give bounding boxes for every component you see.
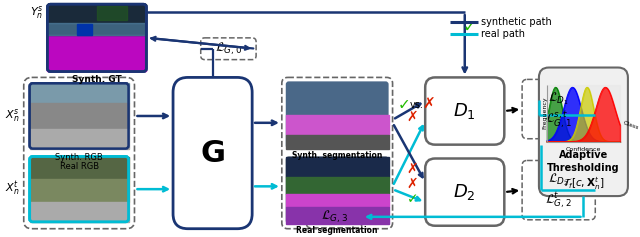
FancyBboxPatch shape (425, 159, 504, 226)
Text: synthetic path: synthetic path (481, 17, 551, 27)
Bar (286, 135, 388, 149)
Bar (47, 4, 147, 35)
Text: Frequency: Frequency (542, 96, 547, 129)
FancyBboxPatch shape (522, 79, 595, 139)
Text: $Y_n^s$: $Y_n^s$ (30, 4, 44, 21)
FancyBboxPatch shape (24, 77, 134, 229)
FancyBboxPatch shape (29, 83, 129, 149)
Bar (47, 35, 147, 72)
Bar (286, 193, 388, 207)
Text: Synth. GT: Synth. GT (72, 75, 122, 84)
FancyBboxPatch shape (201, 38, 256, 60)
Text: ✓: ✓ (398, 97, 411, 112)
Text: ✗: ✗ (406, 110, 418, 124)
Text: Real segmentation: Real segmentation (296, 226, 378, 235)
Text: Class: Class (622, 120, 639, 131)
Text: G: G (200, 139, 225, 168)
Text: vs.: vs. (410, 100, 423, 110)
Text: Synth. RGB: Synth. RGB (55, 153, 103, 162)
Text: Real RGB: Real RGB (60, 162, 99, 171)
FancyBboxPatch shape (29, 156, 129, 222)
Text: real path: real path (481, 29, 525, 39)
FancyBboxPatch shape (286, 156, 388, 224)
Bar (29, 103, 129, 129)
Bar (97, 6, 127, 20)
Bar (29, 156, 129, 179)
Text: $\mathcal{L}_{G,3}$: $\mathcal{L}_{G,3}$ (321, 209, 348, 225)
Bar (286, 156, 388, 177)
Bar (286, 207, 388, 224)
FancyBboxPatch shape (47, 4, 147, 72)
Text: ✗: ✗ (406, 176, 418, 190)
Bar (29, 83, 129, 103)
FancyBboxPatch shape (286, 81, 388, 149)
Bar (29, 129, 129, 149)
Text: Adaptive: Adaptive (559, 150, 608, 160)
Bar (29, 179, 129, 202)
Text: $\mathcal{L}_{G,0}$: $\mathcal{L}_{G,0}$ (215, 41, 242, 57)
Bar (547, 85, 620, 140)
Bar (47, 23, 147, 35)
Text: Synth. segmentation: Synth. segmentation (292, 150, 382, 160)
FancyBboxPatch shape (425, 77, 504, 145)
Bar (286, 115, 388, 135)
FancyBboxPatch shape (522, 160, 595, 220)
Text: $X_n^s$: $X_n^s$ (5, 108, 20, 124)
Text: ✗: ✗ (422, 97, 435, 112)
Text: $D_2$: $D_2$ (454, 182, 476, 202)
Bar (286, 177, 388, 193)
Text: $X_n^t$: $X_n^t$ (5, 180, 20, 198)
Text: ✗: ✗ (406, 162, 418, 176)
Text: $\mathcal{L}_{G,2}^{t}$: $\mathcal{L}_{G,2}^{t}$ (545, 191, 572, 211)
Text: $\mathcal{L}_{D_1}$: $\mathcal{L}_{D_1}$ (548, 90, 569, 107)
Text: $\mathcal{T}_f[c, \mathbf{X}_n^t]$: $\mathcal{T}_f[c, \mathbf{X}_n^t]$ (563, 175, 604, 192)
Text: ✓: ✓ (406, 192, 418, 206)
Bar (77, 24, 92, 35)
FancyBboxPatch shape (539, 68, 628, 196)
Text: ✓: ✓ (463, 18, 477, 36)
Text: $D_1$: $D_1$ (453, 101, 476, 121)
FancyBboxPatch shape (282, 77, 392, 229)
Text: Confidence: Confidence (566, 147, 601, 152)
FancyBboxPatch shape (307, 206, 362, 228)
Text: $\mathcal{L}_{G,1}^{s,t}$: $\mathcal{L}_{G,1}^{s,t}$ (545, 109, 572, 130)
FancyBboxPatch shape (173, 77, 252, 229)
Bar (29, 202, 129, 222)
Text: $\mathcal{L}_{D_2}$: $\mathcal{L}_{D_2}$ (548, 171, 569, 188)
Text: Thresholding: Thresholding (547, 163, 620, 173)
